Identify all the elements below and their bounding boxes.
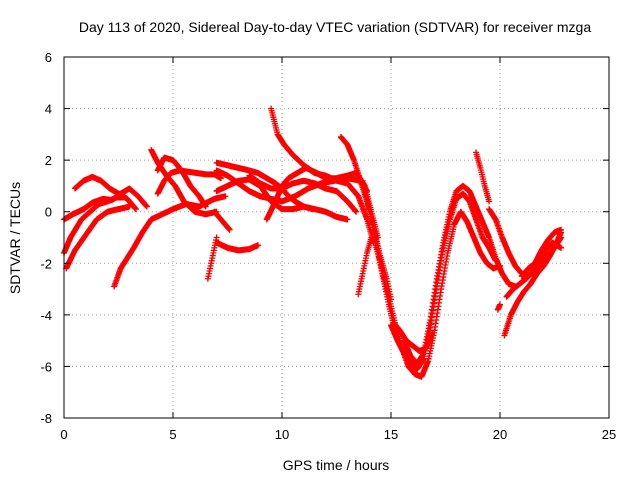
data-point <box>473 149 493 205</box>
grid <box>64 57 609 418</box>
series-arc11 <box>213 239 262 254</box>
series-arc24 <box>473 149 493 205</box>
data-point <box>355 234 375 298</box>
x-tick-label: 0 <box>60 427 67 442</box>
chart-title: Day 113 of 2020, Sidereal Day-to-day VTE… <box>79 19 591 35</box>
y-tick-label: 4 <box>45 102 52 117</box>
data-point <box>494 301 503 313</box>
series-arc26 <box>494 301 503 313</box>
data-point <box>401 182 519 367</box>
series-arc29 <box>503 239 565 300</box>
y-tick-label: -8 <box>40 411 52 426</box>
y-tick-label: 0 <box>45 205 52 220</box>
data-point <box>154 154 209 210</box>
data-point <box>63 203 133 272</box>
series-arc10 <box>211 208 233 233</box>
series-arc15 <box>246 172 360 215</box>
y-axis-label: SDTVAR / TECUs <box>7 182 23 294</box>
y-tick-label: 2 <box>45 153 52 168</box>
data-marks <box>61 105 565 380</box>
y-tick-label: -6 <box>40 359 52 374</box>
series-arc19 <box>355 234 375 298</box>
x-tick-label: 10 <box>275 427 289 442</box>
data-point <box>71 173 139 213</box>
y-tick-label: 6 <box>45 50 52 65</box>
series-arc23 <box>401 182 519 367</box>
x-axis-label: GPS time / hours <box>283 457 390 473</box>
series-arc3 <box>63 203 133 272</box>
x-tick-label: 20 <box>493 427 507 442</box>
x-tick-label: 25 <box>602 427 616 442</box>
data-point <box>211 208 233 233</box>
y-tick-label: -2 <box>40 256 52 271</box>
series-arc4 <box>71 173 139 213</box>
plot-frame <box>63 56 610 419</box>
y-tick-label: -4 <box>40 308 52 323</box>
series-arc8 <box>154 154 209 210</box>
data-point <box>213 239 262 254</box>
axis-ticks: 0 5 10 15 20 25 -8 -6 -4 -2 0 2 4 6 <box>40 50 616 442</box>
x-tick-label: 5 <box>169 427 176 442</box>
x-tick-label: 15 <box>384 427 398 442</box>
data-point <box>246 172 360 215</box>
data-point <box>503 239 565 300</box>
